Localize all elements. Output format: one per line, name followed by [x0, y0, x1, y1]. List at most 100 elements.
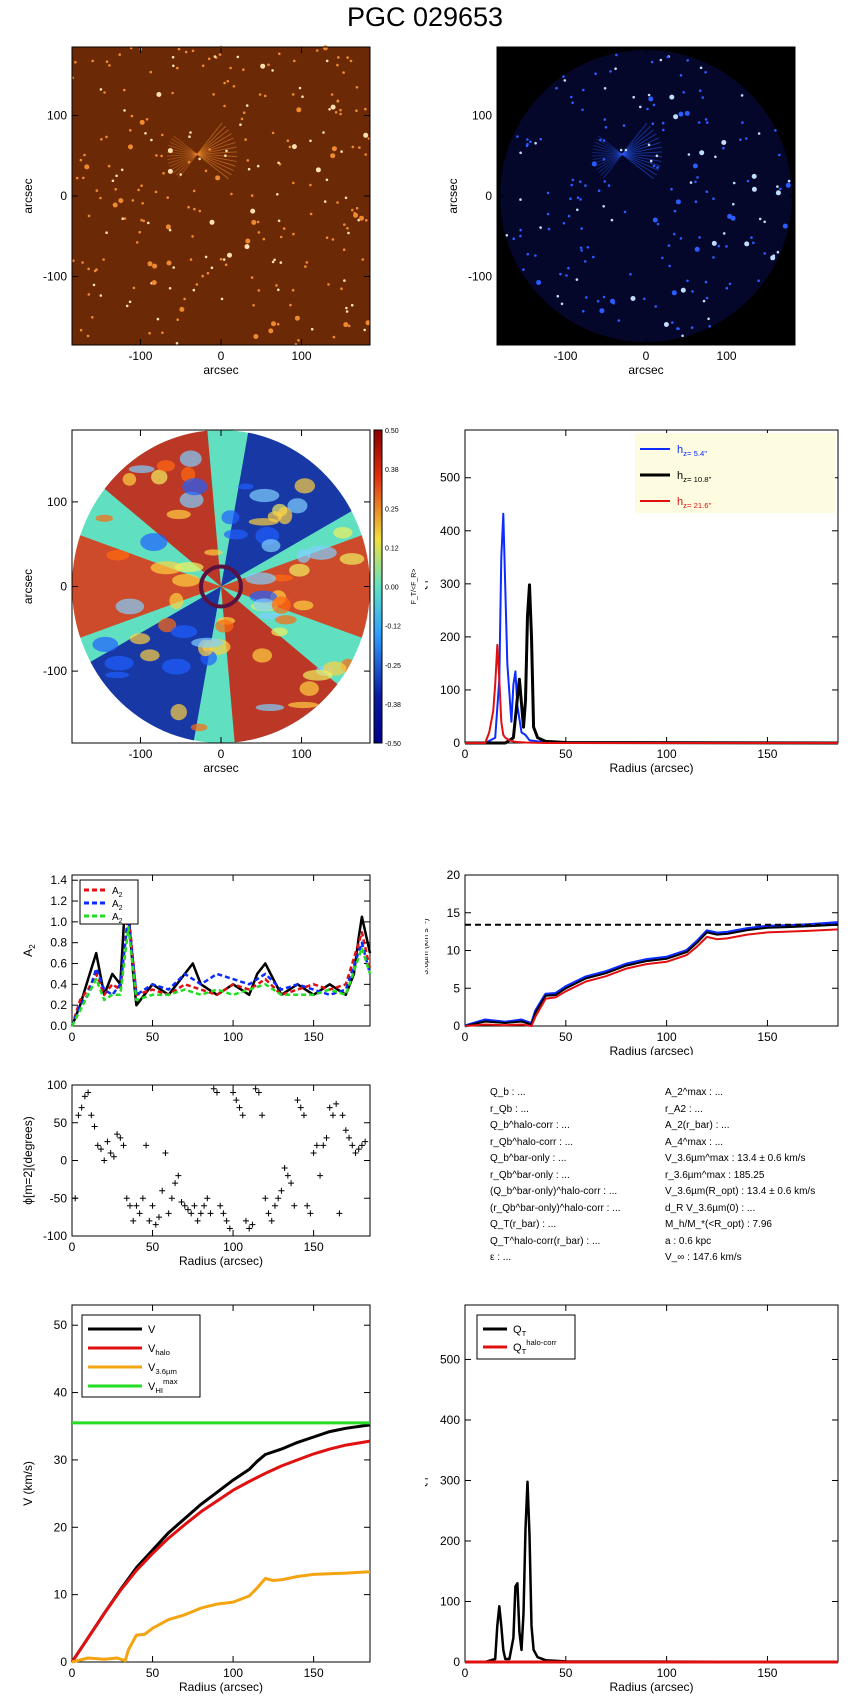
star [135, 241, 139, 244]
phase-point [133, 1202, 140, 1209]
star [176, 318, 179, 322]
star [676, 327, 679, 330]
star [363, 328, 367, 332]
star [659, 58, 663, 62]
star [629, 273, 632, 276]
x-tick-label: 150 [757, 747, 777, 761]
phase-point [165, 1210, 172, 1217]
torque-blob [129, 633, 151, 645]
y-tick-label: -100 [43, 664, 67, 678]
streak [196, 122, 223, 155]
x-tick-label: 50 [146, 1030, 160, 1044]
torque-blob [140, 533, 168, 552]
star [522, 268, 525, 271]
star [328, 108, 331, 111]
star [673, 232, 676, 236]
star [342, 248, 346, 251]
phase-point [255, 1089, 262, 1096]
star [229, 66, 232, 70]
star [278, 52, 281, 56]
phase-point [201, 1202, 208, 1209]
phase-point [91, 1123, 98, 1130]
y-axis-label: arcsec [446, 178, 460, 213]
phase-point [217, 1202, 224, 1209]
star [225, 149, 228, 153]
star [165, 224, 171, 230]
x-tick-label: 100 [657, 1666, 677, 1680]
star [774, 129, 777, 132]
streak [598, 153, 623, 174]
star [347, 231, 350, 235]
star [575, 278, 579, 281]
phase-point [352, 1149, 359, 1156]
star [779, 187, 782, 191]
star [778, 153, 781, 157]
streak [596, 153, 623, 171]
phase-point [304, 1202, 311, 1209]
phase-point [362, 1138, 369, 1145]
star [519, 198, 522, 201]
star [84, 164, 90, 170]
stats-line: V_3.6µm(R_opt) : 13.4 ± 0.6 km/s [665, 1186, 816, 1197]
star [331, 238, 335, 241]
star [580, 249, 583, 252]
star [82, 176, 85, 180]
star [204, 169, 208, 173]
star [696, 176, 699, 179]
torque-blob [190, 723, 208, 732]
star [273, 258, 276, 262]
star [579, 180, 582, 183]
star [592, 255, 595, 259]
series-line-2 [71, 1570, 371, 1664]
star [292, 232, 295, 236]
star [271, 260, 275, 264]
star [298, 86, 302, 90]
star [92, 283, 96, 287]
star [603, 87, 607, 90]
streak [621, 153, 655, 180]
star [585, 296, 588, 299]
phase-point [101, 1157, 108, 1164]
star [91, 316, 94, 319]
phase-point [178, 1199, 185, 1206]
star [176, 66, 179, 70]
torque-blob [302, 669, 333, 681]
x-tick-label: 0 [643, 349, 650, 363]
star [191, 49, 195, 53]
page-title: PGC 029653 [346, 2, 504, 32]
streak [622, 153, 662, 162]
series-line-blue [464, 921, 839, 1028]
y-tick-label: 1.4 [50, 873, 67, 887]
star [177, 47, 181, 51]
torque-blob [277, 506, 293, 525]
star [251, 219, 257, 225]
stats-line: Q_T^halo-corr(r_bar) : ... [490, 1235, 601, 1247]
streak [197, 153, 237, 162]
star [704, 280, 708, 284]
phase-point [336, 1210, 343, 1217]
phase-point [242, 1217, 249, 1224]
phase-point [226, 1225, 233, 1232]
star [757, 279, 760, 282]
star [189, 131, 192, 134]
star [751, 186, 757, 192]
stats-line: r_Qb : ... [490, 1103, 529, 1115]
star [212, 93, 215, 96]
star [282, 227, 286, 230]
star [519, 228, 522, 232]
phase-point [194, 1217, 201, 1224]
star [179, 173, 182, 176]
star [95, 189, 99, 192]
star [301, 95, 304, 98]
star [596, 299, 600, 303]
x-tick-label: 50 [559, 1666, 573, 1680]
star [663, 322, 669, 327]
star [603, 180, 607, 183]
y-tick-label: -50 [50, 1191, 68, 1205]
phase-point [107, 1149, 114, 1156]
phase-point [72, 1195, 79, 1202]
star [785, 182, 791, 188]
star [156, 92, 162, 97]
series-line-red [464, 928, 839, 1027]
x-tick-label: 50 [559, 747, 573, 761]
